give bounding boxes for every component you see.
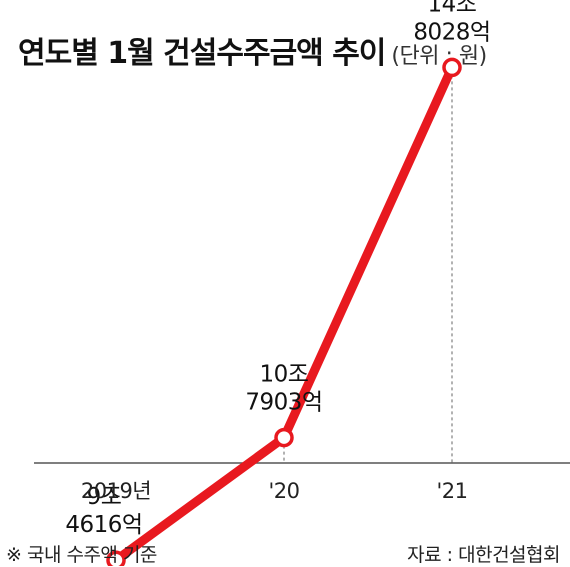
- data-label-2-1: 8028억: [413, 19, 490, 45]
- data-label-1-1: 7903억: [245, 390, 322, 416]
- x-tick-label-1: '20: [269, 479, 300, 503]
- footnote: ※ 국내 수주액 기준: [6, 544, 157, 566]
- guide-lines: [283, 75, 453, 463]
- x-tick-label-2: '21: [437, 479, 468, 503]
- source-note: 자료 : 대한건설협회: [407, 544, 560, 566]
- chart-title-text: 연도별 1월 건설수주금액 추이: [18, 36, 386, 71]
- data-point-0: [106, 550, 126, 566]
- unit-label: (단위 : 원): [391, 44, 487, 69]
- x-tick-labels: 2019년 '20 '21: [81, 479, 468, 503]
- chart-title: 연도별 1월 건설수주금액 추이 (단위 : 원): [18, 28, 487, 72]
- data-points: [106, 57, 462, 566]
- data-label-0-1: 4616억: [65, 512, 142, 538]
- data-label-0-0: 9조: [87, 484, 122, 510]
- data-point-2: [442, 57, 462, 78]
- data-label-1-0: 10조: [260, 362, 309, 388]
- data-label-2-0: 14조: [428, 0, 477, 17]
- x-tick-label-0: 2019년: [81, 479, 151, 503]
- data-point-1: [274, 427, 294, 448]
